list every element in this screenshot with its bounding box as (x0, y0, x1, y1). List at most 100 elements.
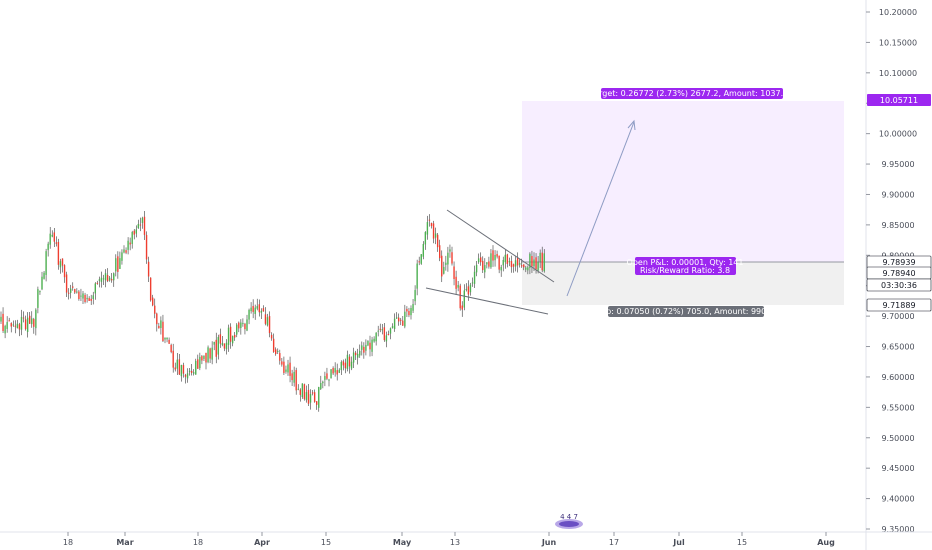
candle-body (391, 326, 394, 328)
candle-body (180, 364, 183, 377)
candle-body (84, 294, 86, 302)
x-tick-label: Aug (817, 538, 835, 547)
candle-body (486, 262, 488, 265)
candle-body (313, 392, 316, 402)
candle-body (363, 346, 365, 353)
candle-body (527, 267, 529, 271)
candle-body (346, 354, 349, 369)
candle-body (158, 325, 160, 329)
candle-body (408, 311, 410, 316)
y-tick-label: 10.20000 (879, 8, 917, 17)
candle-body (10, 323, 12, 327)
candle-body (94, 283, 96, 294)
candle-body (400, 319, 402, 321)
candle-body (246, 319, 248, 331)
candle-body (395, 317, 398, 319)
candle-body (508, 260, 511, 263)
candle-body (178, 359, 181, 375)
candle-body (168, 339, 170, 344)
candle-body (188, 370, 191, 373)
candle-body (387, 334, 390, 336)
candle-body (82, 293, 84, 299)
candle-body (104, 273, 107, 281)
candle-body (6, 322, 8, 329)
y-tick-label: 9.70000 (881, 312, 914, 321)
candle-body (371, 339, 373, 352)
wedge-upper-line[interactable] (446, 209, 555, 283)
candle-body (213, 341, 215, 345)
candle-body (365, 344, 367, 351)
candle-body (277, 350, 279, 352)
candle-body (26, 317, 29, 332)
candle-body (539, 252, 541, 262)
candle-body (457, 284, 459, 288)
candle-body (451, 252, 453, 264)
candle-body (514, 260, 517, 267)
candle-body (330, 369, 332, 379)
candle-body (207, 347, 209, 363)
candle-body (141, 217, 144, 223)
candle-body (348, 356, 351, 367)
candle-body (121, 252, 123, 261)
candle-body (289, 362, 291, 376)
candle-body (502, 259, 504, 266)
candle-body (24, 319, 27, 330)
candle-body (209, 348, 211, 359)
candle-body (145, 234, 148, 260)
candle-body (266, 317, 269, 326)
candle-body (500, 266, 502, 271)
candle-body (272, 338, 275, 353)
x-tick-label: May (393, 538, 412, 547)
candle-body (256, 306, 258, 309)
candle-body (463, 290, 465, 308)
candle-body (176, 359, 178, 369)
candle-body (260, 310, 263, 313)
candle-body (164, 337, 166, 340)
candle-body (301, 383, 304, 398)
y-tick-label: 9.45000 (881, 464, 914, 473)
forecast-arrow[interactable] (566, 121, 635, 297)
candle-body (420, 254, 422, 264)
candle-body (74, 289, 76, 293)
candle-body (156, 313, 158, 325)
candle-body (422, 244, 424, 257)
candle-body (445, 262, 447, 265)
candle-body (143, 216, 146, 235)
candle-body (482, 260, 484, 271)
pnl-label-line2: Risk/Reward Ratio: 3.8 (640, 266, 730, 275)
candle-body (320, 383, 322, 390)
candle-body (234, 334, 236, 338)
candle-body (531, 256, 533, 267)
y-tick-label: 9.40000 (881, 495, 914, 504)
candle-body (172, 350, 174, 368)
x-tick-label: 15 (737, 538, 747, 547)
candle-body (45, 251, 47, 275)
wedge-lower-line[interactable] (425, 287, 549, 315)
candle-body (494, 254, 496, 261)
candle-body (238, 322, 240, 329)
x-tick-label: 17 (609, 538, 619, 547)
candle-body (248, 309, 250, 320)
candle-body (193, 372, 195, 374)
candle-body (186, 373, 189, 379)
candle-body (436, 234, 439, 248)
candle-body (90, 298, 92, 301)
candle-body (41, 276, 43, 290)
candle-body (154, 305, 156, 314)
y-tick-label: 9.85000 (881, 221, 914, 230)
candle-body (418, 261, 420, 263)
candle-body (398, 317, 400, 322)
candle-body (359, 350, 361, 356)
candle-body (174, 367, 176, 370)
candle-body (4, 325, 6, 334)
candle-body (281, 361, 283, 365)
candle-body (303, 384, 306, 400)
candle-body (279, 353, 281, 361)
candle-body (133, 230, 135, 235)
candle-body (106, 275, 109, 282)
candle-body (244, 323, 246, 330)
candle-body (57, 241, 60, 265)
candle-body (467, 286, 470, 295)
candle-body (377, 330, 379, 332)
candle-body (426, 222, 429, 235)
